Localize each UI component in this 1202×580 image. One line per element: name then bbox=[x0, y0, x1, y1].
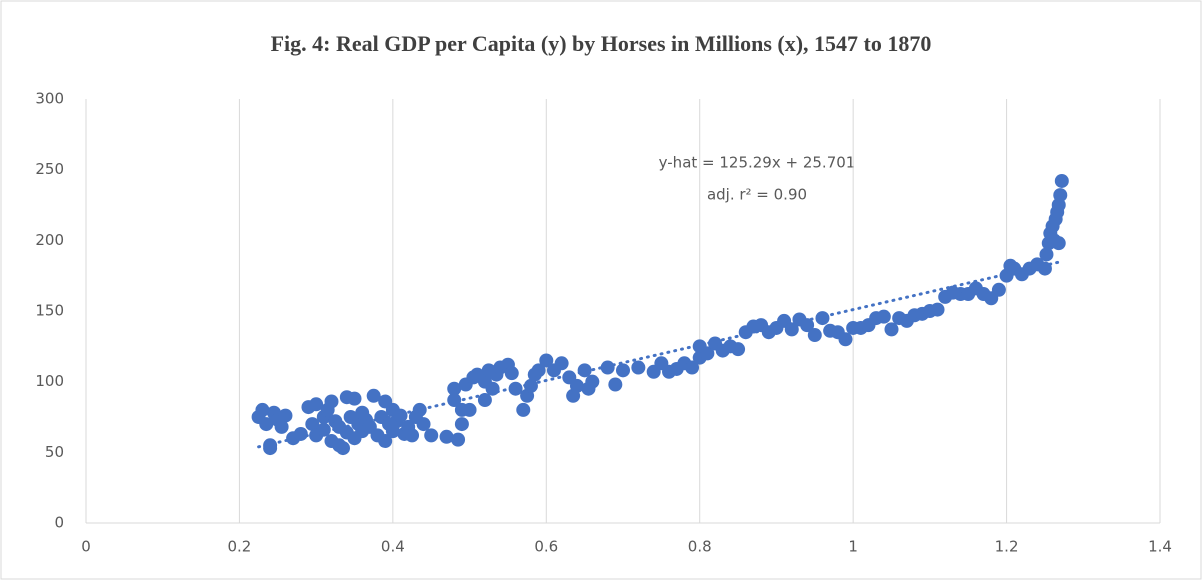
point bbox=[1051, 236, 1066, 251]
point bbox=[930, 302, 945, 317]
y-tick-label: 200 bbox=[35, 231, 64, 249]
point bbox=[412, 402, 427, 417]
point bbox=[508, 381, 523, 396]
x-tick-label: 0.6 bbox=[534, 538, 558, 556]
y-tick-label: 300 bbox=[35, 90, 64, 108]
point bbox=[324, 394, 339, 409]
point bbox=[462, 402, 477, 417]
point bbox=[1037, 261, 1052, 276]
point bbox=[585, 374, 600, 389]
point bbox=[807, 328, 822, 343]
x-tick-label: 0.2 bbox=[227, 538, 251, 556]
x-tick-label: 0.4 bbox=[381, 538, 405, 556]
point bbox=[378, 434, 393, 449]
point bbox=[1039, 247, 1054, 262]
point bbox=[516, 402, 531, 417]
x-tick-label: 1.4 bbox=[1148, 538, 1172, 556]
point bbox=[447, 381, 462, 396]
point bbox=[293, 426, 308, 441]
point bbox=[616, 363, 630, 378]
point bbox=[424, 428, 439, 443]
point bbox=[347, 391, 362, 406]
point bbox=[366, 388, 381, 403]
point bbox=[335, 441, 350, 456]
point bbox=[700, 346, 715, 361]
point bbox=[884, 322, 899, 337]
point bbox=[439, 429, 454, 444]
chart-title: Fig. 4: Real GDP per Capita (y) by Horse… bbox=[271, 31, 932, 56]
point bbox=[393, 408, 408, 423]
point bbox=[305, 417, 320, 432]
annotation: adj. r² = 0.90 bbox=[707, 186, 807, 204]
point bbox=[784, 322, 799, 337]
point bbox=[255, 402, 270, 417]
point bbox=[685, 360, 700, 375]
y-tick-label: 150 bbox=[35, 302, 64, 320]
point bbox=[451, 432, 466, 447]
point bbox=[263, 441, 278, 456]
point bbox=[274, 419, 289, 434]
trendline bbox=[257, 260, 1062, 449]
point bbox=[991, 282, 1006, 297]
point bbox=[531, 363, 546, 378]
point bbox=[577, 363, 592, 378]
point bbox=[454, 417, 469, 432]
point bbox=[631, 360, 646, 375]
point bbox=[554, 356, 569, 371]
x-tick-label: 1.2 bbox=[995, 538, 1019, 556]
y-tick-label: 250 bbox=[35, 160, 64, 178]
point bbox=[405, 428, 420, 443]
point bbox=[1054, 173, 1069, 188]
point bbox=[523, 378, 538, 393]
point bbox=[477, 393, 492, 408]
point bbox=[569, 378, 584, 393]
point bbox=[838, 332, 853, 347]
point bbox=[539, 353, 554, 368]
x-tick-label: 0.8 bbox=[688, 538, 712, 556]
y-tick-label: 100 bbox=[35, 372, 64, 390]
x-tick-label: 0 bbox=[81, 538, 91, 556]
y-tick-label: 50 bbox=[45, 443, 64, 461]
y-tick-label: 0 bbox=[54, 514, 64, 532]
point bbox=[876, 309, 891, 324]
point bbox=[278, 408, 293, 423]
point bbox=[259, 417, 274, 432]
point bbox=[309, 397, 324, 412]
point bbox=[416, 417, 431, 432]
annotation: y-hat = 125.29x + 25.701 bbox=[659, 154, 856, 172]
point bbox=[731, 342, 746, 357]
x-tick-label: 1 bbox=[848, 538, 858, 556]
point bbox=[1053, 188, 1068, 203]
point bbox=[504, 366, 519, 381]
point bbox=[608, 377, 623, 392]
